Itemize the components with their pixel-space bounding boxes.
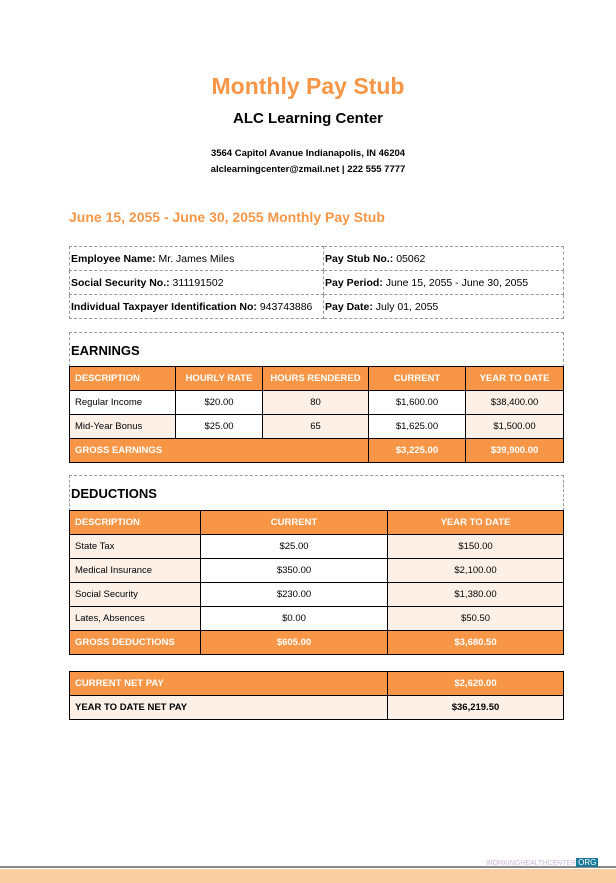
company-address: 3564 Capitol Avanue Indianapolis, IN 462…: [210, 148, 406, 159]
deductions-cell: $230.00: [200, 582, 388, 607]
footer-line: [0, 866, 616, 868]
earnings-cell: 80: [262, 390, 369, 415]
info-cell: Employee Name: Mr. James Miles: [69, 246, 324, 271]
info-value: June 15, 2055 - June 30, 2055: [385, 276, 529, 289]
earnings-header-row: DESCRIPTION HOURLY RATE HOURS RENDERED CURR…: [69, 366, 564, 391]
column-header: HOURLY RATE: [175, 366, 263, 391]
info-value: 943743886: [259, 300, 313, 313]
earnings-cell: $25.00: [175, 414, 263, 439]
footer-bar: [0, 869, 616, 883]
watermark-logo: WORKINGHEALTHCENTER ORG: [486, 858, 599, 867]
deductions-cell: $25.00: [200, 534, 388, 559]
deductions-cell: $0.00: [200, 606, 388, 631]
info-cell: Social Security No.: 311191502: [69, 270, 324, 295]
info-label: Employee Name:: [71, 252, 156, 265]
company-name: ALC Learning Center: [232, 110, 383, 127]
gross-earnings-current: $3,225.00: [368, 438, 466, 463]
earnings-section: EARNINGS: [69, 332, 564, 367]
net-pay-table: CURRENT NET PAY $2,620.00 YEAR TO DATE NE…: [69, 671, 564, 720]
earnings-table: DESCRIPTION HOURLY RATE HOURS RENDERED CURR…: [69, 366, 564, 463]
column-header: YEAR TO DATE: [465, 366, 564, 391]
earnings-cell: $20.00: [175, 390, 263, 415]
earnings-row: Regular Income $20.00 80 $1,600.00 $38,400.0…: [69, 390, 564, 415]
info-row: Individual Taxpayer Identification No: 9…: [69, 294, 564, 319]
earnings-cell: $38,400.00: [465, 390, 564, 415]
info-row: Social Security No.: 311191502 Pay Period…: [69, 270, 564, 295]
earnings-title: EARNINGS: [71, 343, 140, 358]
info-label: Individual Taxpayer Identification No:: [71, 300, 257, 313]
document-title: Monthly Pay Stub: [211, 73, 405, 99]
column-header: CURRENT: [200, 510, 388, 535]
info-label: Pay Period:: [325, 276, 383, 289]
info-label: Social Security No.:: [71, 276, 170, 289]
info-label: Pay Date:: [325, 300, 373, 313]
deductions-title: DEDUCTIONS: [71, 486, 157, 501]
gross-deductions-current: $605.00: [200, 630, 388, 655]
deductions-row: Social Security $230.00 $1,380.00: [69, 582, 564, 607]
info-label: Pay Stub No.:: [325, 252, 394, 265]
gross-earnings-ytd: $39,900.00: [465, 438, 564, 463]
company-contact: alclearningcenter@zmail.net | 222 555 77…: [210, 164, 406, 175]
gross-earnings-label: GROSS EARNINGS: [69, 438, 369, 463]
column-header: DESCRIPTION: [69, 366, 176, 391]
earnings-cell: 65: [262, 414, 369, 439]
gross-earnings-row: GROSS EARNINGS $3,225.00 $39,900.00: [69, 438, 564, 463]
earnings-row: Mid-Year Bonus $25.00 65 $1,625.00 $1,500.00: [69, 414, 564, 439]
info-cell: Pay Date: July 01, 2055: [323, 294, 564, 319]
gross-deductions-ytd: $3,680.50: [387, 630, 564, 655]
current-net-pay-label: CURRENT NET PAY: [69, 671, 388, 696]
info-row: Employee Name: Mr. James Miles Pay Stub N…: [69, 246, 564, 271]
gross-deductions-row: GROSS DEDUCTIONS $605.00 $3,680.50: [69, 630, 564, 655]
deductions-row: Lates, Absences $0.00 $50.50: [69, 606, 564, 631]
earnings-cell: $1,600.00: [368, 390, 466, 415]
deductions-cell: Social Security: [69, 582, 201, 607]
deductions-row: Medical Insurance $350.00 $2,100.00: [69, 558, 564, 583]
deductions-cell: $2,100.00: [387, 558, 564, 583]
column-header: CURRENT: [368, 366, 466, 391]
current-net-pay-row: CURRENT NET PAY $2,620.00: [69, 671, 564, 696]
info-cell: Pay Stub No.: 05062: [323, 246, 564, 271]
info-value: July 01, 2055: [375, 300, 439, 313]
column-header: YEAR TO DATE: [387, 510, 564, 535]
column-header: HOURS RENDERED: [262, 366, 369, 391]
logo-text: WORKINGHEALTHCENTER: [486, 860, 577, 867]
employee-info-table: Employee Name: Mr. James Miles Pay Stub N…: [69, 246, 564, 319]
info-cell: Individual Taxpayer Identification No: 9…: [69, 294, 324, 319]
earnings-cell: Regular Income: [69, 390, 176, 415]
column-header: DESCRIPTION: [69, 510, 201, 535]
ytd-net-pay-row: YEAR TO DATE NET PAY $36,219.50: [69, 695, 564, 720]
deductions-cell: $1,380.00: [387, 582, 564, 607]
deductions-cell: $50.50: [387, 606, 564, 631]
gross-deductions-label: GROSS DEDUCTIONS: [69, 630, 201, 655]
deductions-cell: $350.00: [200, 558, 388, 583]
info-value: 311191502: [172, 276, 224, 289]
current-net-pay-value: $2,620.00: [387, 671, 564, 696]
deductions-cell: Lates, Absences: [69, 606, 201, 631]
info-cell: Pay Period: June 15, 2055 - June 30, 205…: [323, 270, 564, 295]
earnings-cell: $1,625.00: [368, 414, 466, 439]
deductions-cell: Medical Insurance: [69, 558, 201, 583]
ytd-net-pay-value: $36,219.50: [387, 695, 564, 720]
deductions-section: DEDUCTIONS: [69, 475, 564, 511]
logo-badge: ORG: [576, 858, 599, 867]
period-heading: June 15, 2055 - June 30, 2055 Monthly Pa…: [69, 209, 385, 225]
info-value: 05062: [396, 252, 426, 265]
earnings-cell: Mid-Year Bonus: [69, 414, 176, 439]
earnings-cell: $1,500.00: [465, 414, 564, 439]
deductions-table: DESCRIPTION CURRENT YEAR TO DATE State Tax $…: [69, 510, 564, 655]
deductions-header-row: DESCRIPTION CURRENT YEAR TO DATE: [69, 510, 564, 535]
deductions-row: State Tax $25.00 $150.00: [69, 534, 564, 559]
info-value: Mr. James Miles: [158, 252, 235, 265]
ytd-net-pay-label: YEAR TO DATE NET PAY: [69, 695, 388, 720]
deductions-cell: $150.00: [387, 534, 564, 559]
deductions-cell: State Tax: [69, 534, 201, 559]
